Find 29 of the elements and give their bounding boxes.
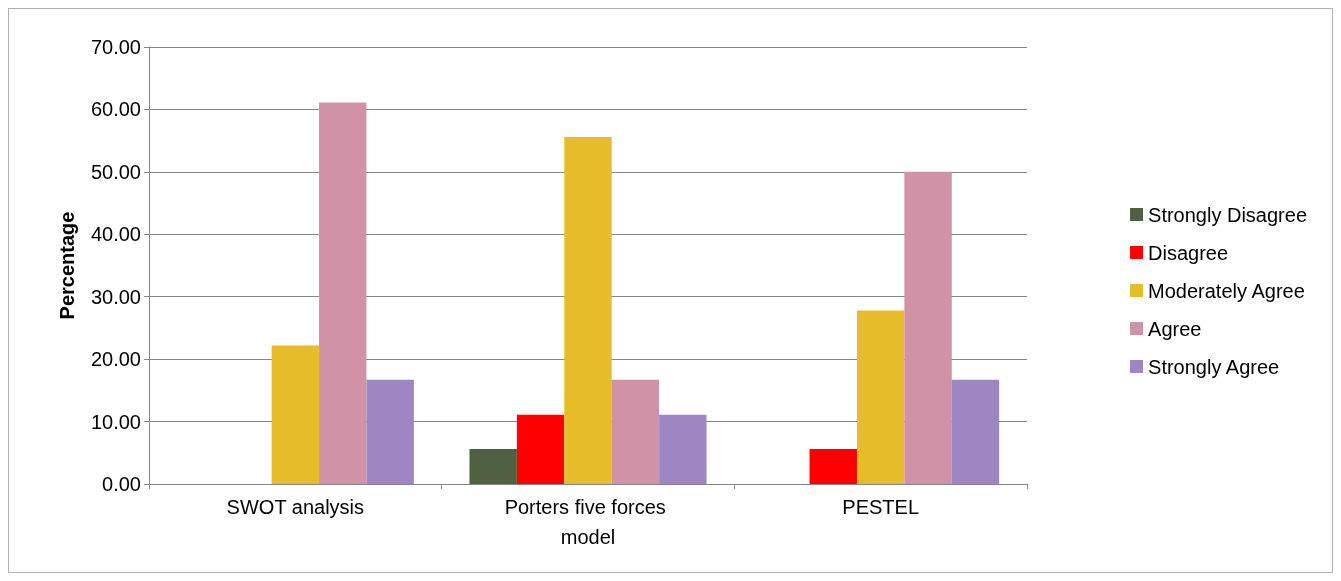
bar <box>856 310 905 484</box>
y-tick-label: 60.00 <box>90 98 141 121</box>
y-tick-label: 30.00 <box>90 285 141 308</box>
legend-label: Strongly Agree <box>1148 355 1280 378</box>
legend-label: Agree <box>1148 317 1202 340</box>
y-tick-label: 0.00 <box>102 473 141 495</box>
bar <box>366 379 414 484</box>
legend-label: Disagree <box>1148 241 1229 264</box>
legend-label: Strongly Disagree <box>1148 203 1307 226</box>
bar <box>951 379 1000 484</box>
bar <box>319 102 367 484</box>
x-tick-label: Porters five forces model <box>504 496 672 548</box>
bar <box>611 379 660 484</box>
y-tick-label: 70.00 <box>90 36 141 58</box>
y-tick-label: 20.00 <box>90 348 141 371</box>
y-tick-label: 10.00 <box>90 410 141 433</box>
bar <box>271 345 320 484</box>
bar <box>564 136 612 484</box>
legend-label: Moderately Agree <box>1148 279 1305 302</box>
bar <box>659 414 707 484</box>
y-tick-label: 40.00 <box>90 223 141 246</box>
x-tick-label: SWOT analysis <box>226 496 365 518</box>
bar <box>904 171 952 484</box>
x-tick-label: PESTEL <box>842 496 920 518</box>
bar <box>469 449 517 484</box>
y-tick-label: 50.00 <box>90 160 141 183</box>
y-axis-title: Percentage <box>56 211 78 320</box>
bar <box>809 449 857 484</box>
bar <box>516 414 565 484</box>
